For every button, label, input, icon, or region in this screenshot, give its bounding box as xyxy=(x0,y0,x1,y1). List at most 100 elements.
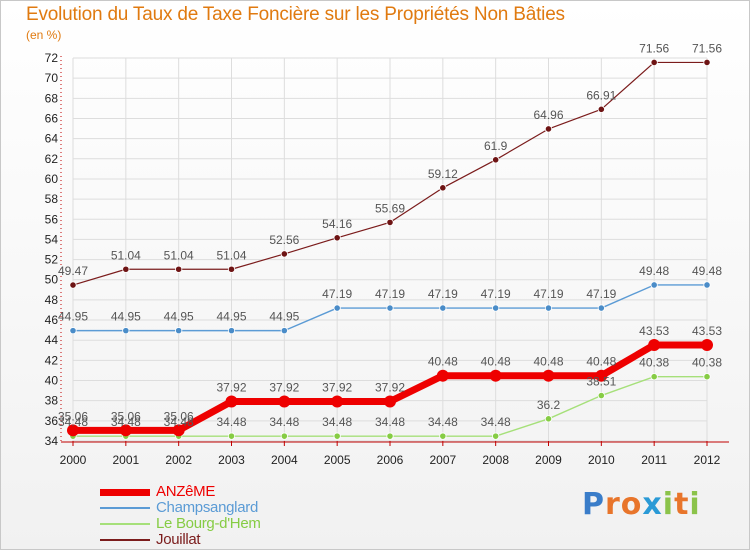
data-label-le-bourg-d-hem: 34.48 xyxy=(58,415,88,429)
data-point-jouillat xyxy=(333,234,341,242)
data-point-le-bourg-d-hem xyxy=(280,432,288,440)
data-label-le-bourg-d-hem: 34.48 xyxy=(375,415,405,429)
data-point-le-bourg-d-hem xyxy=(386,432,394,440)
y-tick-label: 70 xyxy=(45,71,59,85)
data-label-champsanglard: 44.95 xyxy=(164,310,194,324)
axes: 34 36 38 40 42 44 46 48 50 52 54 56 58 60 62 64 66 68 70 72… xyxy=(45,51,729,467)
data-point-champsanglard xyxy=(69,327,77,335)
legend-swatch-jouillat xyxy=(100,539,150,541)
legend-item-le-bourg-dhem: Le Bourg-d'Hem xyxy=(100,515,400,532)
data-point-le-bourg-d-hem xyxy=(597,391,605,400)
data-label-anzeme: 35.06 xyxy=(58,409,88,423)
data-label-jouillat: 55.69 xyxy=(375,201,405,215)
gridlines xyxy=(72,57,708,442)
data-point-jouillat xyxy=(175,265,183,273)
data-label-champsanglard: 44.95 xyxy=(216,310,246,324)
data-label-champsanglard: 47.19 xyxy=(481,287,511,301)
data-point-anzeme xyxy=(701,338,713,351)
legend-swatch-champsanglard xyxy=(100,507,150,509)
data-point-anzeme xyxy=(278,395,291,408)
data-point-jouillat xyxy=(597,105,605,113)
legend-swatch-anzeme xyxy=(100,489,150,496)
data-point-champsanglard xyxy=(122,327,130,335)
data-point-jouillat xyxy=(703,58,711,67)
legend-label-anzeme: ANZêME xyxy=(156,483,216,500)
y-tick-label: 72 xyxy=(45,51,59,65)
y-tick-label: 52 xyxy=(45,253,59,267)
data-point-anzeme xyxy=(489,369,502,382)
data-label-jouillat: 51.04 xyxy=(164,248,194,262)
data-point-champsanglard xyxy=(544,304,553,312)
x-tick-label: 2011 xyxy=(641,453,667,467)
data-label-jouillat: 66.91 xyxy=(586,88,616,102)
data-point-le-bourg-d-hem xyxy=(492,432,500,440)
data-label-le-bourg-d-hem: 34.48 xyxy=(216,415,246,429)
brand-letter: x xyxy=(642,487,663,522)
data-label-champsanglard: 44.95 xyxy=(58,310,88,324)
data-point-anzeme xyxy=(542,369,555,382)
legend-item-jouillat: Jouillat xyxy=(100,531,400,548)
data-label-jouillat: 51.04 xyxy=(111,248,141,262)
data-point-jouillat xyxy=(650,58,658,67)
data-point-jouillat xyxy=(386,218,394,226)
data-label-le-bourg-d-hem: 34.48 xyxy=(481,415,511,429)
data-label-jouillat: 59.12 xyxy=(428,167,458,181)
data-label-le-bourg-d-hem: 38.51 xyxy=(586,375,616,389)
data-label-le-bourg-d-hem: 40.38 xyxy=(639,356,669,370)
brand-letter: r xyxy=(605,487,621,522)
series-lines xyxy=(67,58,713,440)
y-tick-label: 44 xyxy=(45,333,59,347)
y-tick-label: 40 xyxy=(45,374,59,388)
data-label-champsanglard: 47.19 xyxy=(533,287,563,301)
x-tick-label: 2008 xyxy=(482,453,509,467)
data-label-jouillat: 71.56 xyxy=(639,41,669,55)
data-label-anzeme: 43.53 xyxy=(692,324,722,338)
data-point-anzeme xyxy=(384,395,396,408)
data-point-le-bourg-d-hem xyxy=(544,415,553,423)
data-point-anzeme xyxy=(648,338,661,351)
x-tick-label: 2009 xyxy=(535,453,562,467)
brand-logo: Proxiti xyxy=(582,487,701,522)
y-tick-label: 48 xyxy=(45,293,59,307)
data-label-anzeme: 37.92 xyxy=(322,380,352,394)
data-label-anzeme: 40.48 xyxy=(481,355,511,369)
y-tick-label: 34 xyxy=(45,434,59,448)
data-label-anzeme: 40.48 xyxy=(586,355,616,369)
x-tick-label: 2004 xyxy=(271,453,298,467)
x-tick-label: 2006 xyxy=(377,453,404,467)
y-tick-label: 42 xyxy=(45,353,59,367)
y-tick-label: 50 xyxy=(45,273,59,287)
legend-label-jouillat: Jouillat xyxy=(156,531,201,548)
data-point-anzeme xyxy=(225,395,238,408)
data-point-anzeme xyxy=(172,424,185,437)
unit-label: (en %) xyxy=(26,28,62,42)
data-point-champsanglard xyxy=(280,327,288,335)
legend: ANZêME Champsanglard Le Bourg-d'Hem Joui… xyxy=(100,483,400,548)
y-tick-label: 38 xyxy=(45,394,59,408)
brand-letter: o xyxy=(620,487,643,522)
data-label-champsanglard: 47.19 xyxy=(375,287,405,301)
y-tick-label: 60 xyxy=(45,172,59,186)
data-point-jouillat xyxy=(69,281,77,289)
y-tick-label: 56 xyxy=(45,212,59,226)
data-point-champsanglard xyxy=(597,304,605,312)
x-tick-label: 2005 xyxy=(324,453,351,467)
data-point-jouillat xyxy=(280,250,288,258)
data-label-anzeme: 37.92 xyxy=(375,380,405,394)
x-tick-label: 2002 xyxy=(165,453,192,467)
data-label-champsanglard: 47.19 xyxy=(322,287,352,301)
data-point-champsanglard xyxy=(703,281,711,289)
data-label-champsanglard: 47.19 xyxy=(428,287,458,301)
data-point-jouillat xyxy=(544,125,553,133)
data-point-champsanglard xyxy=(386,304,394,312)
data-point-anzeme xyxy=(331,395,344,408)
legend-swatch-le-bourg-dhem xyxy=(100,523,150,525)
legend-label-champsanglard: Champsanglard xyxy=(156,499,258,516)
data-label-champsanglard: 49.48 xyxy=(639,264,669,278)
data-label-le-bourg-d-hem: 34.48 xyxy=(322,415,352,429)
y-tick-label: 36 xyxy=(45,414,59,428)
brand-letter: i xyxy=(689,487,701,522)
y-tick-label: 64 xyxy=(45,132,59,146)
data-label-anzeme: 43.53 xyxy=(639,324,669,338)
